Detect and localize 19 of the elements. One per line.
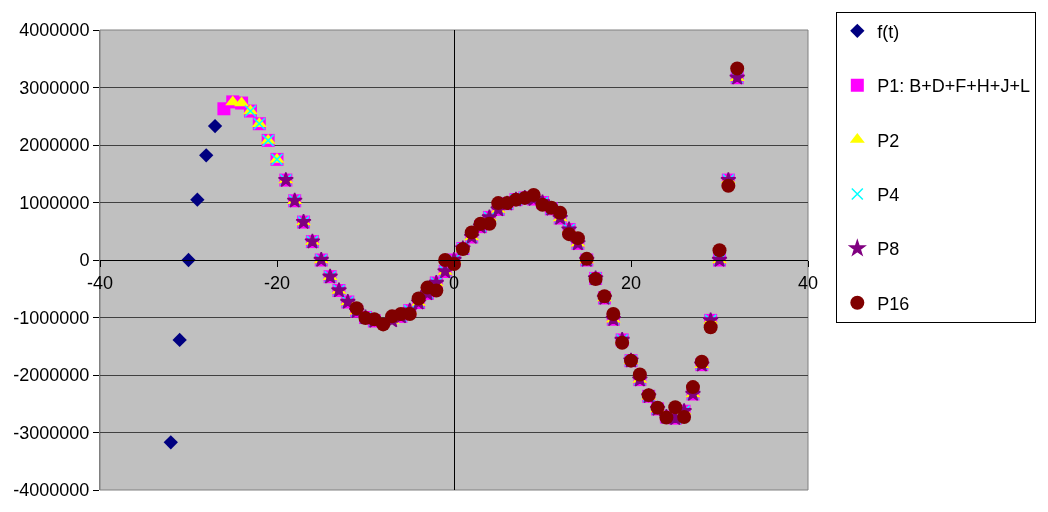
y-tick-label: 1000000 bbox=[19, 192, 90, 213]
legend-label: P16 bbox=[877, 293, 910, 314]
y-tick-label: -1000000 bbox=[13, 307, 90, 328]
y-tick-label: 2000000 bbox=[19, 135, 90, 156]
y-tick-label: -4000000 bbox=[13, 480, 90, 501]
legend-label: P1: B+D+F+H+J+L bbox=[877, 76, 1030, 97]
x-tick-label: 40 bbox=[797, 272, 819, 293]
legend-label: P8 bbox=[877, 239, 900, 260]
y-tick-label: -3000000 bbox=[13, 422, 90, 443]
x-tick-label: 20 bbox=[620, 272, 642, 293]
y-tick-label: 0 bbox=[79, 250, 90, 271]
x-tick-label: -20 bbox=[263, 272, 291, 293]
y-tick-label: -2000000 bbox=[13, 365, 90, 386]
y-tick-label: 3000000 bbox=[19, 77, 90, 98]
legend-label: P4 bbox=[877, 185, 900, 206]
legend-label: P2 bbox=[877, 130, 900, 151]
y-tick-label: 4000000 bbox=[19, 20, 90, 41]
legend-label: f(t) bbox=[877, 21, 900, 42]
x-tick-label: -40 bbox=[86, 272, 114, 293]
